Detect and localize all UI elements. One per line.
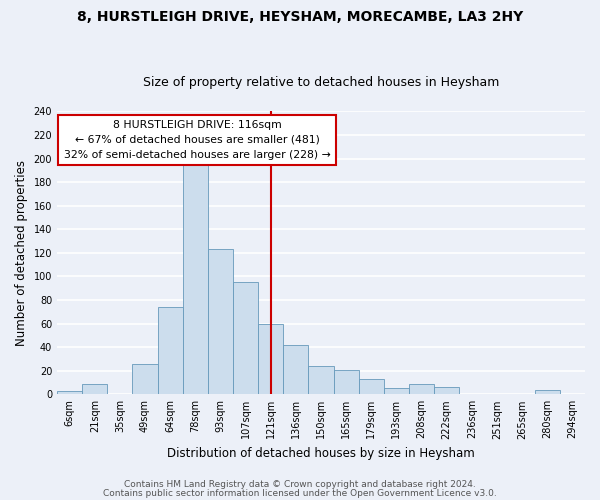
Text: 8 HURSTLEIGH DRIVE: 116sqm
← 67% of detached houses are smaller (481)
32% of sem: 8 HURSTLEIGH DRIVE: 116sqm ← 67% of deta… [64, 120, 331, 160]
Bar [183, 162, 208, 394]
Bar [384, 388, 409, 394]
Title: Size of property relative to detached houses in Heysham: Size of property relative to detached ho… [143, 76, 499, 90]
Bar [133, 364, 158, 394]
Bar [359, 379, 384, 394]
Text: Contains public sector information licensed under the Open Government Licence v3: Contains public sector information licen… [103, 488, 497, 498]
Text: Contains HM Land Registry data © Crown copyright and database right 2024.: Contains HM Land Registry data © Crown c… [124, 480, 476, 489]
Bar [208, 250, 233, 394]
Bar [57, 391, 82, 394]
Bar [535, 390, 560, 394]
Bar [158, 307, 183, 394]
Bar [409, 384, 434, 394]
Bar [82, 384, 107, 394]
Text: 8, HURSTLEIGH DRIVE, HEYSHAM, MORECAMBE, LA3 2HY: 8, HURSTLEIGH DRIVE, HEYSHAM, MORECAMBE,… [77, 10, 523, 24]
X-axis label: Distribution of detached houses by size in Heysham: Distribution of detached houses by size … [167, 447, 475, 460]
Bar [334, 370, 359, 394]
Y-axis label: Number of detached properties: Number of detached properties [15, 160, 28, 346]
Bar [258, 324, 283, 394]
Bar [434, 387, 459, 394]
Bar [233, 282, 258, 395]
Bar [308, 366, 334, 394]
Bar [283, 345, 308, 395]
